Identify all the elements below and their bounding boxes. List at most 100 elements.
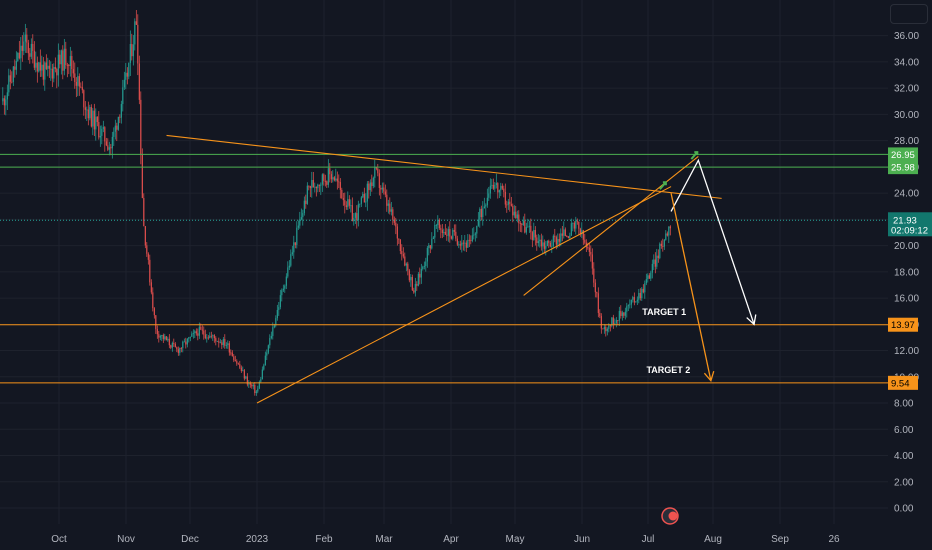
candle-body — [195, 331, 197, 334]
candle-body — [56, 68, 58, 76]
candle-body — [639, 292, 641, 299]
candle-body — [483, 206, 485, 209]
candle-body — [647, 275, 649, 280]
candle-body — [650, 272, 652, 279]
price-level-badge — [888, 160, 918, 175]
candle-body — [158, 334, 160, 338]
candle-body — [626, 306, 628, 312]
candle-body — [294, 242, 296, 245]
candle-body — [465, 242, 467, 248]
candle-body — [323, 174, 325, 181]
candle-body — [278, 307, 280, 310]
candle-body — [527, 226, 529, 228]
candle-body — [296, 227, 298, 245]
candle-body — [380, 187, 382, 190]
candle-body — [561, 233, 563, 236]
candle-body — [627, 305, 629, 307]
trend-line[interactable] — [256, 186, 672, 404]
candle-body — [638, 292, 640, 300]
candle-body — [533, 229, 535, 240]
candle-body — [608, 325, 610, 329]
candle-body — [356, 213, 358, 221]
x-axis[interactable]: Oct Nov Dec 2023 Feb Mar Apr May Jun Jul Aug Sep 26 — [51, 534, 840, 545]
candle-body — [402, 254, 404, 257]
candle-body — [146, 245, 148, 254]
candle-body — [635, 301, 637, 303]
candle-body — [666, 233, 668, 236]
trend-line[interactable] — [523, 155, 699, 296]
candle-body — [12, 66, 14, 82]
candle-body — [38, 62, 40, 72]
projection-arrow-line[interactable] — [670, 192, 712, 381]
candle-body — [26, 34, 28, 43]
candle-body — [401, 251, 403, 255]
candle-body — [284, 285, 286, 289]
candle-body — [210, 335, 212, 337]
candle-body — [339, 182, 341, 190]
candle-body — [239, 364, 241, 368]
candle-body — [536, 237, 538, 244]
candle-body — [509, 201, 511, 205]
candle-body — [162, 334, 164, 340]
candle-body — [333, 177, 335, 181]
candle-body — [207, 337, 209, 339]
candle-body — [128, 62, 130, 77]
candle-body — [263, 365, 265, 370]
candle-body — [482, 208, 484, 218]
trend-line[interactable] — [166, 134, 722, 199]
candle-body — [518, 214, 520, 224]
candle-body — [590, 251, 592, 255]
candle-body — [642, 288, 644, 293]
candle-body — [450, 236, 452, 239]
candle-body — [249, 383, 251, 385]
candle-body — [111, 136, 113, 149]
candle-body — [81, 87, 83, 91]
candle-body — [243, 370, 245, 379]
candle-body — [27, 42, 29, 54]
candle-body — [276, 309, 278, 319]
candle-body — [65, 48, 67, 65]
price-level-badge — [888, 147, 918, 162]
chart-settings-button[interactable] — [890, 4, 928, 24]
y-tick-label: 28.00 — [894, 136, 919, 147]
candle-body — [137, 24, 139, 64]
candle-body — [204, 334, 206, 339]
candle-body — [141, 154, 143, 199]
candle-body — [464, 242, 466, 244]
candle-body — [176, 347, 178, 350]
y-tick-label: 4.00 — [894, 451, 914, 462]
y-axis[interactable]: 0.002.004.006.008.0010.0012.0014.0016.00… — [894, 31, 919, 514]
projection-arrow-line[interactable] — [670, 158, 755, 325]
candle-body — [318, 184, 320, 186]
candle-body — [489, 185, 491, 194]
candle-body — [545, 245, 547, 249]
candle-body — [231, 352, 233, 357]
candle-body — [362, 193, 364, 198]
candle-body — [116, 125, 118, 130]
candle-body — [668, 226, 670, 236]
candle-body — [389, 203, 391, 212]
candle-body — [150, 282, 152, 293]
candle-body — [591, 254, 593, 269]
candle-body — [399, 239, 401, 252]
y-tick-label: 16.00 — [894, 294, 919, 305]
candle-body — [57, 54, 59, 76]
candle-body — [171, 342, 173, 348]
candle-body — [584, 239, 586, 243]
candle-body — [392, 209, 394, 220]
candle-body — [165, 336, 167, 341]
candle-body — [59, 54, 61, 65]
candle-body — [531, 232, 533, 240]
candle-body — [516, 214, 518, 219]
candle-body — [369, 182, 371, 191]
price-level-value: 26.95 — [891, 150, 915, 161]
bar-countdown: 02:09:12 — [891, 225, 928, 236]
candle-body — [269, 338, 271, 346]
candle-body — [491, 184, 493, 186]
candle-body — [636, 299, 638, 302]
candle-body — [383, 187, 385, 192]
candle-body — [600, 316, 602, 329]
candle-body — [374, 167, 376, 178]
candle-body — [537, 241, 539, 244]
